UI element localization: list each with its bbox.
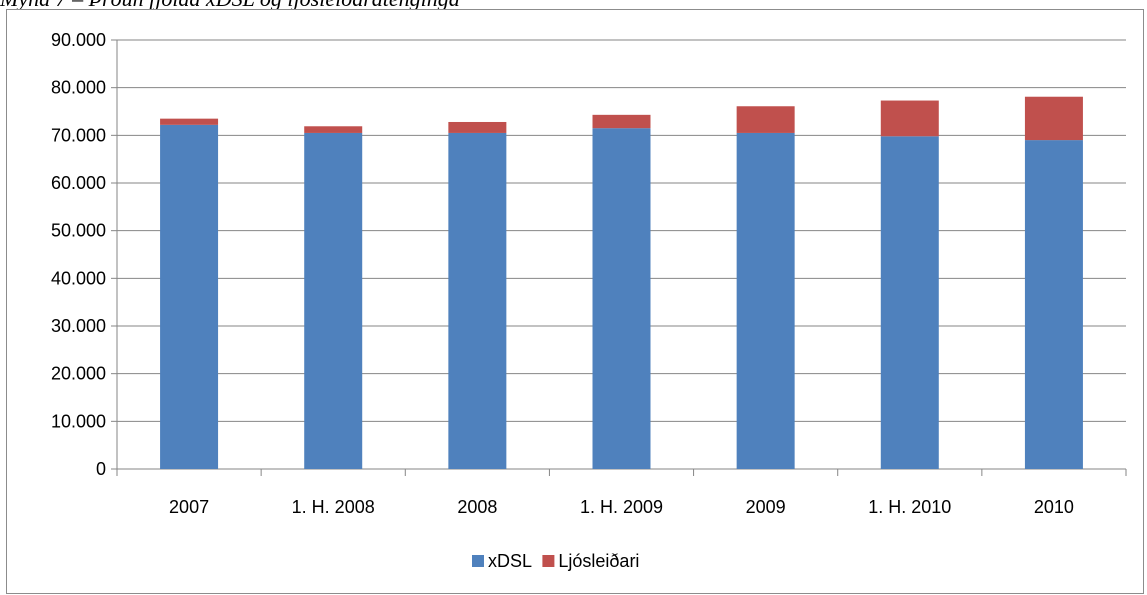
bars	[160, 96, 1083, 469]
bar-xdsl	[880, 136, 939, 469]
y-tick-labels: 0 10.000 20.000 30.000 40.000 50.000 60.000 70.…	[51, 30, 106, 479]
y-tick-label: 70.000	[51, 125, 106, 145]
legend-label: xDSL	[488, 551, 532, 571]
x-tick-label: 2008	[457, 497, 497, 517]
figure-caption: Mynd 7 – Þróun fjölda xDSL og ljósleiðar…	[0, 0, 1147, 10]
bar-ljósleiðari	[880, 100, 939, 137]
legend-label: Ljósleiðari	[558, 551, 639, 571]
x-tick-labels: 2007 1. H. 2008 2008 1. H. 2009 2009 1. H. 20…	[169, 497, 1074, 517]
y-tick-label: 40.000	[51, 268, 106, 288]
x-tick-label: 2009	[746, 497, 786, 517]
y-tick-label: 10.000	[51, 411, 106, 431]
y-tick-label: 30.000	[51, 316, 106, 336]
bar-xdsl	[736, 132, 795, 469]
y-tick-label: 20.000	[51, 364, 106, 384]
legend-swatch	[542, 555, 555, 567]
x-tick-label: 2007	[169, 497, 209, 517]
legend: xDSL Ljósleiðari	[472, 551, 639, 571]
x-tick-label: 1. H. 2008	[292, 497, 375, 517]
bar-ljósleiðari	[448, 121, 507, 133]
y-tick-label: 80.000	[51, 78, 106, 98]
bar-xdsl	[160, 124, 219, 469]
x-tick-label: 1. H. 2009	[580, 497, 663, 517]
legend-swatch	[472, 555, 484, 567]
bar-ljósleiðari	[304, 126, 363, 133]
x-tick-label: 2010	[1034, 497, 1074, 517]
y-tick-label: 60.000	[51, 173, 106, 193]
x-tick-label: 1. H. 2010	[868, 497, 951, 517]
bar-xdsl	[592, 128, 651, 469]
y-tick-label: 90.000	[51, 30, 106, 50]
bar-ljósleiðari	[160, 118, 219, 125]
bar-ljósleiðari	[592, 114, 651, 129]
bar-ljósleiðari	[1024, 96, 1083, 141]
bar-xdsl	[448, 132, 507, 469]
bar-xdsl	[1024, 140, 1083, 469]
y-tick-label: 50.000	[51, 221, 106, 241]
bar-ljósleiðari	[736, 106, 795, 133]
y-tick-label: 0	[96, 459, 106, 479]
bar-xdsl	[304, 132, 363, 469]
